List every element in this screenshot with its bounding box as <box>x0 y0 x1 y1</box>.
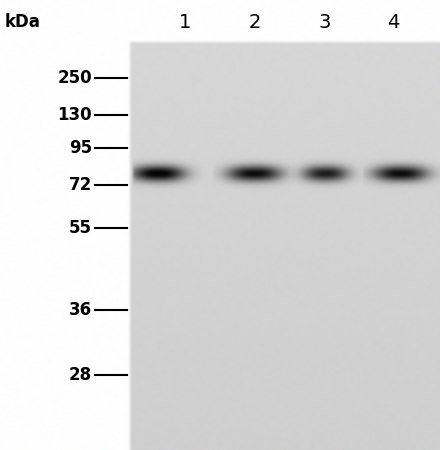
Text: 28: 28 <box>69 366 92 384</box>
Text: 72: 72 <box>69 176 92 194</box>
Text: 1: 1 <box>179 13 191 32</box>
Text: 250: 250 <box>57 69 92 87</box>
Text: 130: 130 <box>57 106 92 124</box>
Text: 95: 95 <box>69 139 92 157</box>
Text: 4: 4 <box>387 13 399 32</box>
Text: 55: 55 <box>69 219 92 237</box>
Text: 36: 36 <box>69 301 92 319</box>
Text: 2: 2 <box>249 13 261 32</box>
Text: kDa: kDa <box>5 13 41 31</box>
Text: 3: 3 <box>319 13 331 32</box>
